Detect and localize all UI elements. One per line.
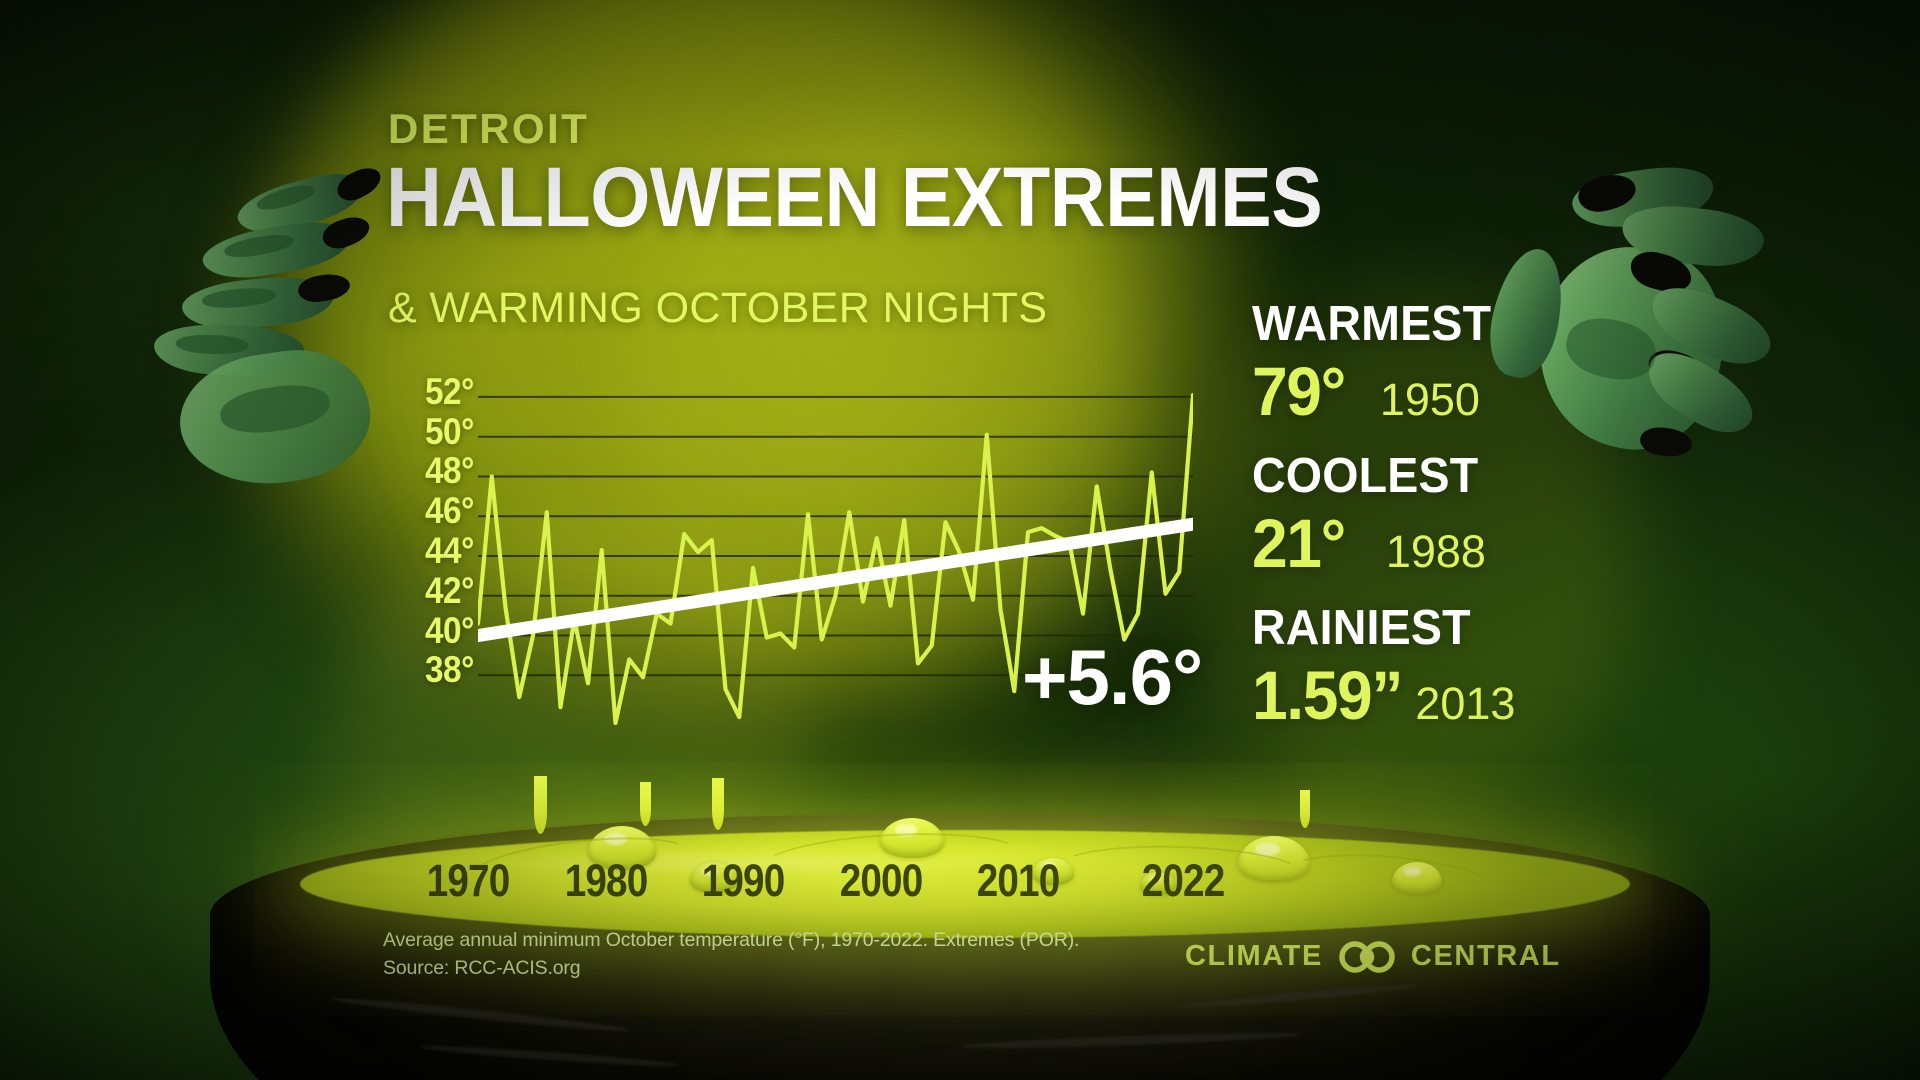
zombie-hand-left (140, 161, 390, 496)
logo-text-climate: CLIMATE (1185, 940, 1323, 972)
stat-label: RAINIEST (1252, 601, 1471, 655)
y-axis-tick-label: 44° (424, 529, 474, 571)
footnote-line-1: Average annual minimum October temperatu… (383, 929, 1080, 951)
stat-row: 21° 1988 (1252, 509, 1572, 578)
trend-delta-label: +5.6° (1022, 633, 1203, 721)
extremes-stats-panel: WARMEST 79° 1950 COOLEST 21° 1988 RAINIE… (1252, 300, 1572, 756)
y-axis-tick-label: 46° (424, 490, 474, 532)
two-overlapping-circles-icon (1339, 940, 1395, 973)
y-axis-tick-label: 42° (424, 569, 474, 611)
city-name: DETROIT (388, 105, 590, 152)
stat-value: 21° (1252, 505, 1346, 582)
stat-block: WARMEST 79° 1950 (1252, 297, 1572, 427)
stat-year: 1950 (1379, 374, 1480, 425)
stat-year: 2013 (1415, 678, 1516, 729)
source-footnote: Average annual minimum October temperatu… (383, 927, 1079, 982)
x-axis-tick-label: 1990 (701, 855, 786, 906)
x-axis-tick-label: 1980 (564, 855, 648, 906)
cauldron-drip (640, 782, 651, 826)
stat-label: WARMEST (1252, 297, 1492, 351)
x-axis-tick-label: 2010 (976, 855, 1061, 906)
stat-row: 1.59” 2013 (1252, 661, 1572, 730)
stat-row: 79° 1950 (1252, 357, 1572, 426)
chart-x-axis: 1970 1980 1990 2000 2010 2022 (400, 855, 1226, 915)
y-axis-tick-label: 50° (424, 410, 474, 452)
stat-label: COOLEST (1252, 449, 1479, 503)
stat-value: 79° (1252, 353, 1346, 430)
footnote-line-2: Source: RCC-ACIS.org (383, 956, 581, 979)
y-axis-tick-label: 52° (424, 370, 474, 412)
logo-text-central: CENTRAL (1410, 940, 1561, 972)
y-axis-tick-label: 40° (424, 609, 474, 651)
page-title: HALLOWEEN EXTREMES (386, 150, 1323, 244)
x-axis-tick-label: 1970 (426, 855, 511, 906)
stat-value: 1.59” (1252, 657, 1403, 734)
y-axis-tick-label: 48° (424, 450, 474, 492)
y-axis-tick-label: 38° (424, 649, 474, 691)
stat-block: RAINIEST 1.59” 2013 (1252, 601, 1572, 731)
x-axis-tick-label: 2000 (839, 855, 923, 906)
page-subtitle: & WARMING OCTOBER NIGHTS (388, 284, 1048, 332)
stat-block: COOLEST 21° 1988 (1252, 449, 1572, 579)
climate-central-logo: CLIMATE CENTRAL (1185, 940, 1561, 973)
chart-y-axis: 52° 50° 48° 46° 44° 42° 40° 38° (378, 371, 474, 725)
cauldron-drip (1300, 790, 1310, 828)
cauldron-drip (534, 776, 547, 834)
cauldron-drip (712, 778, 724, 830)
zombie-nail (296, 271, 352, 305)
stat-year: 1988 (1385, 526, 1486, 577)
x-axis-tick-label: 2022 (1141, 855, 1226, 906)
